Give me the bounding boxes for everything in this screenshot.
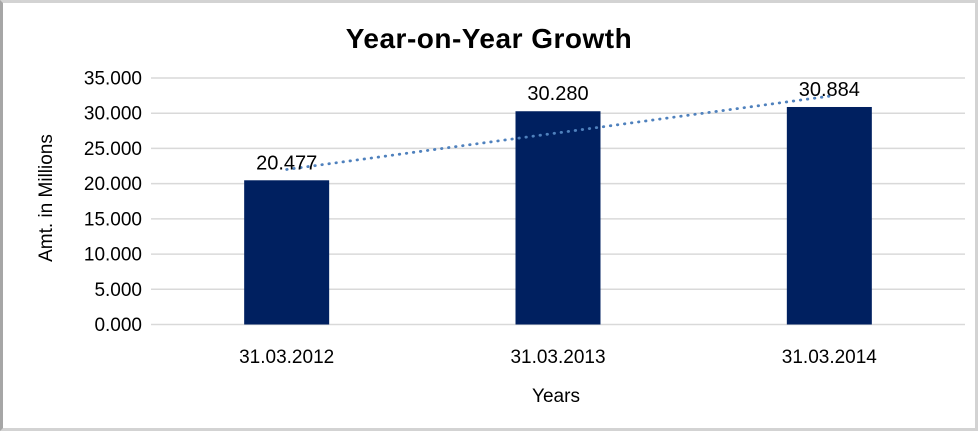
x-tick-label: 31.03.2013 (510, 347, 605, 368)
data-label: 30.280 (527, 83, 588, 105)
x-axis-title: Years (532, 386, 580, 407)
x-tick-label: 31.03.2012 (239, 347, 334, 368)
bar (786, 106, 872, 325)
x-tick-label: 31.03.2014 (782, 347, 878, 368)
y-tick-label: 0.000 (94, 315, 142, 336)
y-tick-label: 5.000 (94, 280, 142, 301)
bar (515, 111, 601, 325)
y-tick-label: 15.000 (84, 209, 142, 230)
chart-title: Year-on-Year Growth (345, 23, 633, 54)
bar (244, 180, 330, 325)
y-tick-label: 10.000 (84, 245, 142, 266)
trendline (285, 94, 831, 171)
y-tick-label: 20.000 (84, 174, 142, 195)
y-tick-label: 25.000 (84, 139, 142, 160)
y-tick-label: 35.000 (84, 69, 142, 90)
y-tick-label: 30.000 (84, 104, 142, 125)
chart-canvas: 0.000 5.000 10.000 15.000 20.000 25.000 30.000… (84, 69, 965, 368)
data-label: 20.477 (256, 152, 317, 174)
data-label: 30.884 (799, 79, 860, 101)
